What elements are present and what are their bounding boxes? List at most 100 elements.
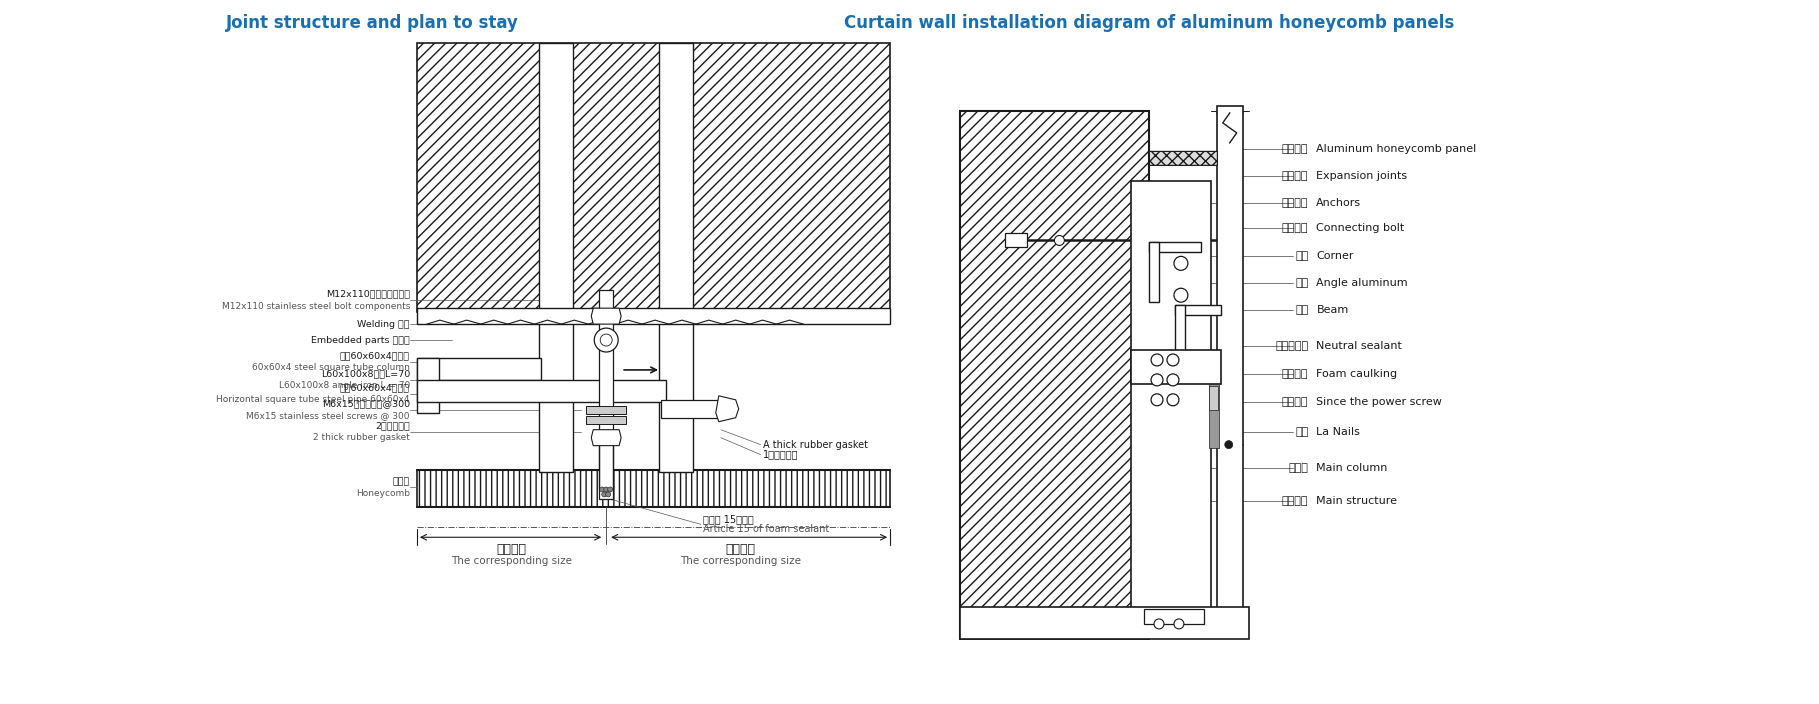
- Bar: [1150, 151, 1217, 165]
- Text: M12x110不锈钢螺栓组件: M12x110不锈钢螺栓组件: [326, 290, 409, 298]
- Text: 膨胀螺丝: 膨胀螺丝: [1282, 198, 1308, 208]
- Text: 中性密封胶: 中性密封胶: [1275, 341, 1308, 351]
- Bar: [1217, 106, 1242, 634]
- Bar: [1150, 242, 1201, 253]
- Circle shape: [1173, 619, 1184, 629]
- Bar: [417, 308, 889, 324]
- Text: Foam caulking: Foam caulking: [1317, 369, 1397, 379]
- Circle shape: [602, 492, 608, 497]
- Text: M12x110 stainless steel bolt components: M12x110 stainless steel bolt components: [222, 302, 409, 310]
- Text: Honeycomb: Honeycomb: [357, 489, 409, 498]
- Bar: [960, 607, 1248, 639]
- Circle shape: [608, 487, 613, 492]
- Text: The corresponding size: The corresponding size: [680, 556, 800, 566]
- Text: Connecting bolt: Connecting bolt: [1317, 223, 1404, 234]
- Bar: [1004, 234, 1026, 247]
- Bar: [417, 358, 542, 380]
- Text: Since the power screw: Since the power screw: [1317, 397, 1442, 407]
- Bar: [417, 358, 438, 413]
- Text: Neutral sealant: Neutral sealant: [1317, 341, 1402, 351]
- Text: 对应尺寸: 对应尺寸: [497, 543, 526, 555]
- Circle shape: [1151, 394, 1162, 406]
- Bar: [417, 43, 889, 312]
- Text: Beam: Beam: [1317, 305, 1348, 315]
- Bar: [658, 43, 693, 472]
- Text: Joint structure and plan to stay: Joint structure and plan to stay: [226, 14, 518, 32]
- Text: 连接螺栓: 连接螺栓: [1282, 223, 1308, 234]
- Bar: [1150, 242, 1159, 302]
- Text: Curtain wall installation diagram of aluminum honeycomb panels: Curtain wall installation diagram of alu…: [844, 14, 1453, 32]
- Bar: [1210, 386, 1217, 410]
- Text: 横梁: 横梁: [1295, 305, 1308, 315]
- Text: Corner: Corner: [1317, 251, 1353, 261]
- Text: Main structure: Main structure: [1317, 496, 1397, 506]
- Text: 角码: 角码: [1295, 251, 1308, 261]
- Text: 铝蜂稝板: 铝蜂稝板: [1282, 144, 1308, 153]
- Bar: [417, 380, 666, 402]
- Circle shape: [1153, 619, 1164, 629]
- Bar: [964, 611, 1244, 635]
- Bar: [417, 470, 889, 508]
- Text: 对应尺寸: 对应尺寸: [726, 543, 755, 555]
- Text: The corresponding size: The corresponding size: [451, 556, 573, 566]
- Text: Horizontal square tube steel pipe 60x60x4: Horizontal square tube steel pipe 60x60x…: [216, 396, 409, 404]
- Circle shape: [1055, 235, 1064, 246]
- Circle shape: [1151, 374, 1162, 386]
- Circle shape: [1168, 394, 1179, 406]
- Circle shape: [595, 328, 618, 352]
- Text: 角铝: 角铝: [1295, 278, 1308, 288]
- Text: 泡沫嵌缝: 泡沫嵌缝: [1282, 369, 1308, 379]
- Bar: [586, 416, 626, 424]
- Bar: [586, 406, 626, 414]
- Text: 密封胶 15泡沫条: 密封胶 15泡沫条: [702, 515, 753, 524]
- Circle shape: [606, 492, 611, 497]
- Text: Angle aluminum: Angle aluminum: [1317, 278, 1408, 288]
- Bar: [660, 400, 726, 417]
- Text: L60x100x8 angle iron L = 70: L60x100x8 angle iron L = 70: [278, 382, 409, 390]
- Bar: [1131, 350, 1221, 384]
- Text: Embedded parts 预埋件: Embedded parts 预埋件: [311, 336, 409, 344]
- Bar: [1175, 306, 1184, 355]
- Text: 横管60x60x4钢方管: 横管60x60x4钢方管: [340, 384, 409, 392]
- Circle shape: [604, 487, 609, 492]
- Text: M6x15不锈钢螺钉@300: M6x15不锈钢螺钉@300: [322, 399, 409, 408]
- Polygon shape: [591, 429, 620, 446]
- Text: Welding 焊接: Welding 焊接: [358, 320, 409, 329]
- Bar: [540, 43, 573, 472]
- Circle shape: [600, 487, 604, 492]
- Circle shape: [1224, 441, 1233, 448]
- Text: 60x60x4 steel square tube column: 60x60x4 steel square tube column: [253, 363, 409, 372]
- Circle shape: [600, 334, 613, 346]
- Text: 1厚橡皮垫片: 1厚橡皮垫片: [762, 450, 799, 460]
- Text: L60x100x8角铁L=70: L60x100x8角铁L=70: [320, 370, 409, 379]
- Text: 自功螺钉: 自功螺钉: [1282, 397, 1308, 407]
- Text: Expansion joints: Expansion joints: [1317, 170, 1408, 181]
- Circle shape: [1168, 374, 1179, 386]
- Bar: [960, 111, 1150, 639]
- Bar: [1144, 609, 1204, 624]
- Text: 主立柱: 主立柱: [1288, 463, 1308, 472]
- Circle shape: [1168, 354, 1179, 366]
- Text: 立柱60x60x4钢方管: 立柱60x60x4钢方管: [340, 351, 409, 360]
- Text: A thick rubber gasket: A thick rubber gasket: [762, 439, 868, 450]
- Text: 2厚橡皮垫片: 2厚橡皮垫片: [375, 421, 409, 430]
- Polygon shape: [715, 396, 739, 422]
- Text: La Nails: La Nails: [1317, 427, 1361, 436]
- Bar: [1131, 181, 1211, 609]
- Text: 拉钉: 拉钉: [1295, 427, 1308, 436]
- Text: 2 thick rubber gasket: 2 thick rubber gasket: [313, 433, 409, 442]
- Text: 主体结构: 主体结构: [1282, 496, 1308, 506]
- Text: Aluminum honeycomb panel: Aluminum honeycomb panel: [1317, 144, 1477, 153]
- Circle shape: [1151, 354, 1162, 366]
- Text: Article 15 of foam sealant: Article 15 of foam sealant: [702, 524, 829, 534]
- Text: M6x15 stainless steel screws @ 300: M6x15 stainless steel screws @ 300: [247, 411, 409, 420]
- Bar: [1175, 306, 1221, 315]
- Text: Main column: Main column: [1317, 463, 1388, 472]
- Text: 伸缩接缝: 伸缩接缝: [1282, 170, 1308, 181]
- Circle shape: [1173, 256, 1188, 270]
- Text: Anchors: Anchors: [1317, 198, 1361, 208]
- Bar: [598, 290, 613, 499]
- Circle shape: [1173, 288, 1188, 302]
- Text: 蜂窝板: 蜂窝板: [393, 477, 409, 486]
- Polygon shape: [591, 308, 620, 324]
